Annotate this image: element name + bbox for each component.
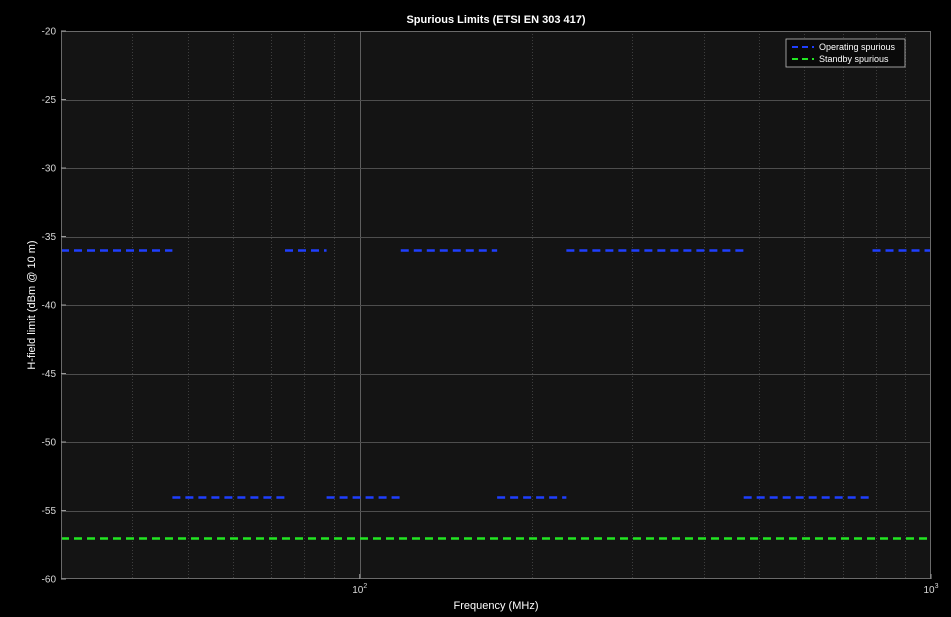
y-tick-label: -50 [42,438,57,449]
y-tick-label: -25 [42,95,57,106]
y-tick-label: -30 [42,164,57,175]
x-axis-label: Frequency (MHz) [454,600,539,612]
series-layer [61,249,931,540]
legend-box [785,38,906,68]
chart-title: Spurious Limits (ETSI EN 303 417) [406,14,585,26]
legend-label-standby: Standby spurious [819,54,889,64]
y-tick-label: -55 [42,506,57,517]
y-tick-label: -35 [42,232,57,243]
y-axis-label: H-field limit (dBm @ 10 m) [26,240,38,369]
legend: Operating spurious Standby spurious [785,38,906,68]
x-tick-label: 103 [923,583,938,596]
x-tick-label: 102 [352,583,367,596]
y-tick-label: -45 [42,369,57,380]
tick-layer: -60 -55 -50 -45 -40 -35 -30 -25 -20 102 103 [42,27,939,597]
legend-label-operating: Operating spurious [819,42,896,52]
y-tick-label: -40 [42,301,57,312]
y-tick-label: -20 [42,27,57,38]
grid-layer [61,31,931,579]
y-tick-label: -60 [42,575,57,586]
